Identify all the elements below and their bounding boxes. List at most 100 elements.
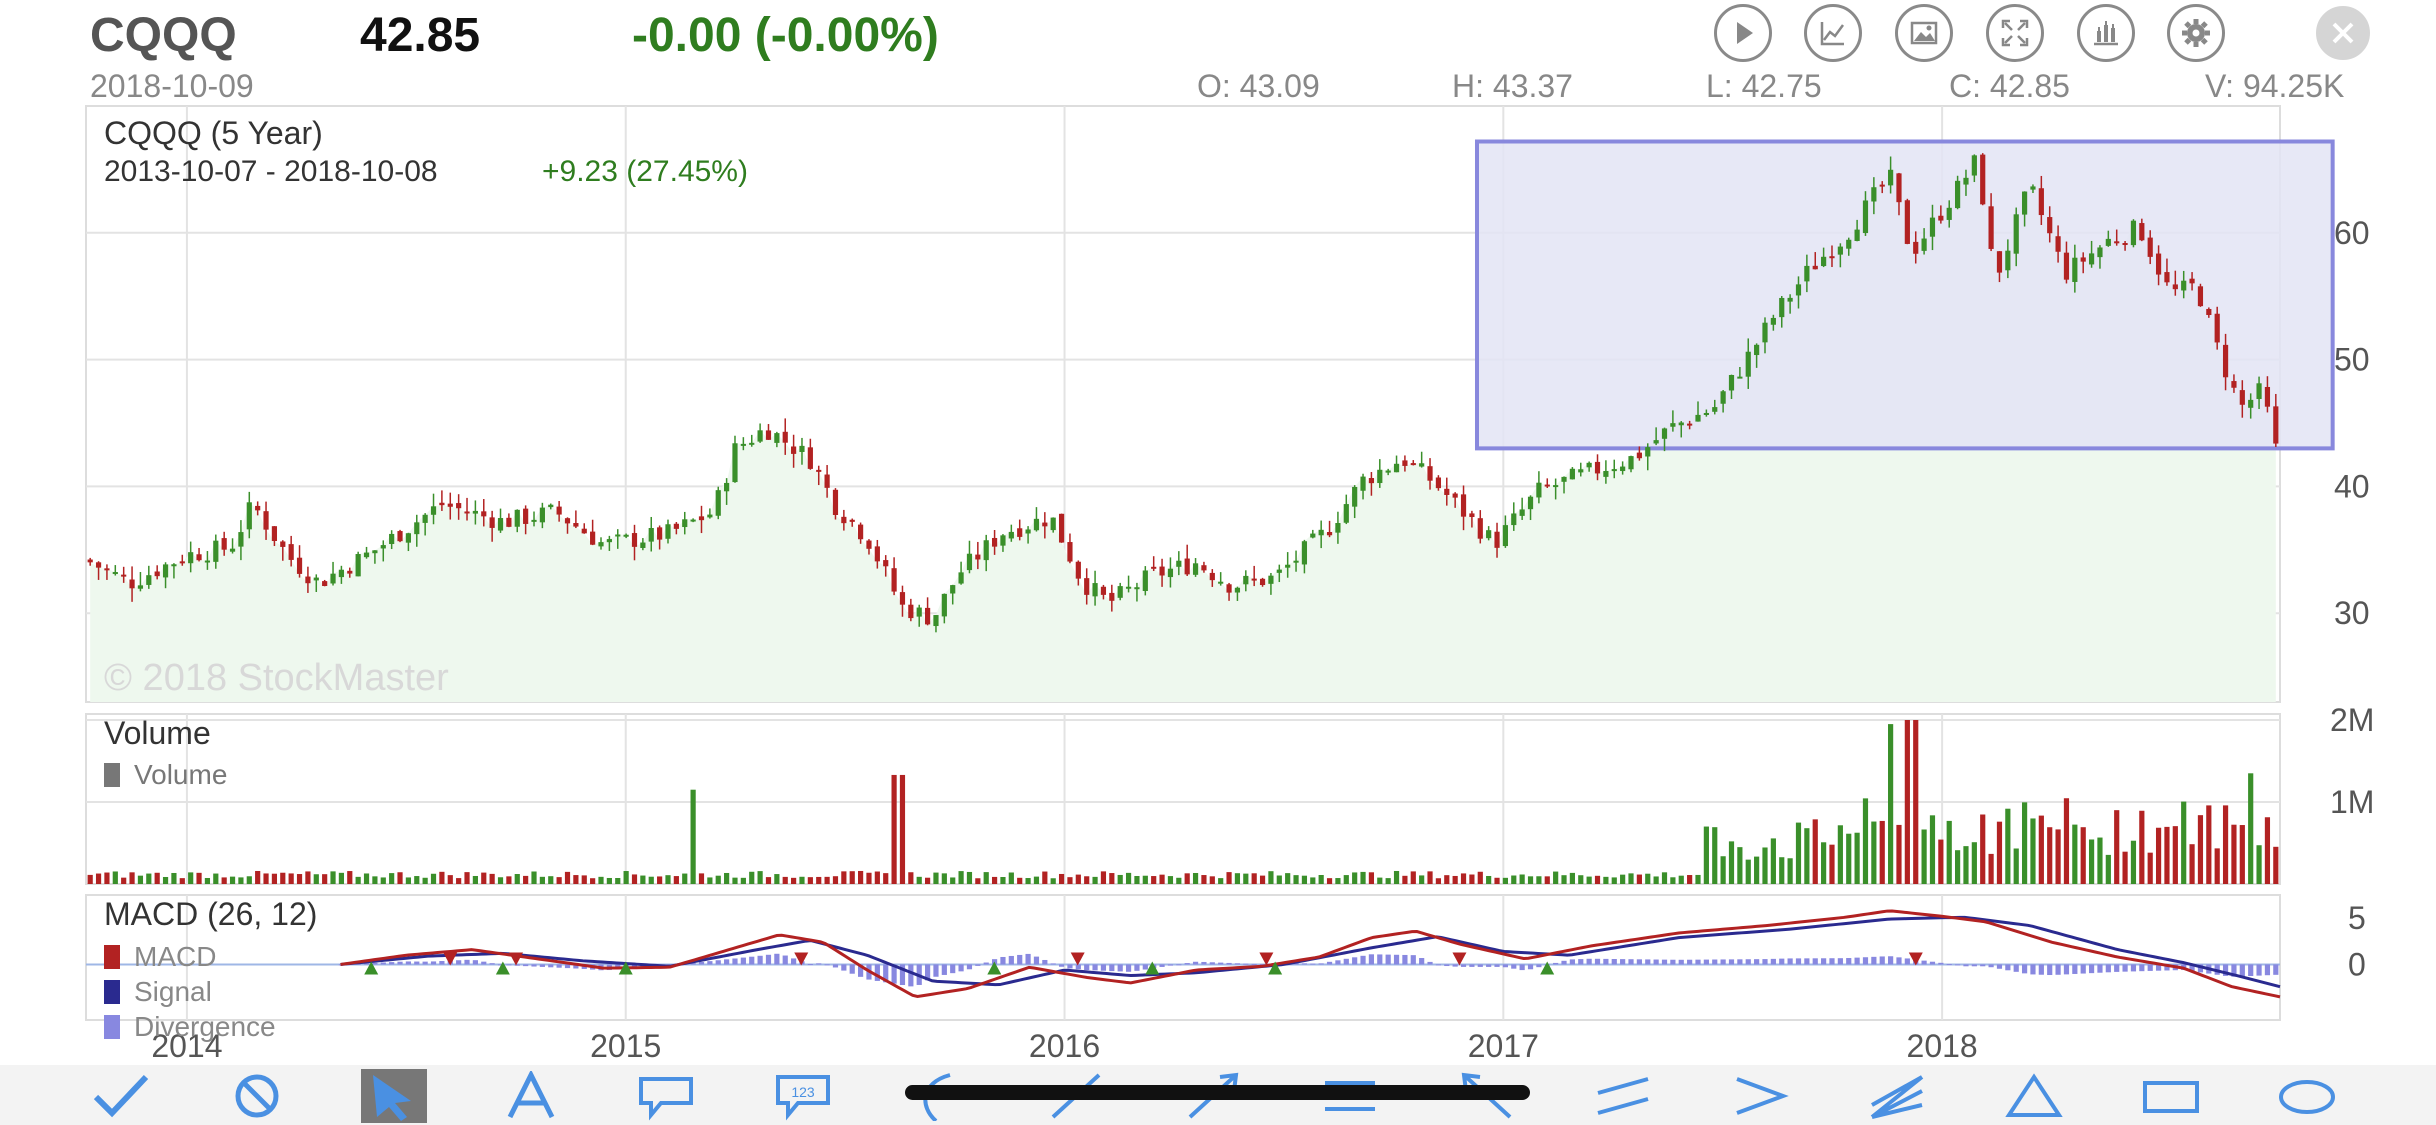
parallel-lines-tool[interactable] [1588,1069,1658,1123]
fullscreen-button[interactable] [1986,4,2044,62]
volume-bar-190 [1678,875,1684,884]
candle-body-29 [330,573,336,584]
divergence-bar-39 [414,961,420,965]
divergence-bar-42 [439,961,445,965]
cancel-tool[interactable] [222,1069,292,1123]
divergence-bar-101 [933,964,939,977]
divergence-bar-45 [464,959,470,965]
price-y-tick-50: 50 [2334,342,2370,378]
volume-bar-172 [1527,876,1534,884]
chevron-tool[interactable] [1725,1069,1795,1123]
candle-body-243 [2122,243,2128,246]
number-tool[interactable]: 123 [768,1069,838,1123]
volume-bar-219 [1921,829,1927,884]
candle-body-244 [2130,220,2137,246]
divergence-bar-124 [1125,964,1132,972]
divergence-bar-194 [1712,959,1718,965]
candle-body-49 [497,518,504,531]
divergence-bar-114 [1042,959,1048,965]
candle-body-82 [774,433,780,443]
divergence-bar-96 [891,964,897,984]
line-chart-button[interactable] [1804,4,1862,62]
volume-bar-45 [464,872,470,884]
divergence-bar-181 [1603,958,1609,965]
volume-bar-134 [1209,876,1215,884]
volume-bar-103 [950,877,956,884]
candle-body-117 [1067,542,1073,562]
buy-marker-5 [1268,961,1283,975]
divergence-bar-111 [1017,954,1023,965]
volume-bar-204 [1795,822,1802,884]
settings-button[interactable] [2167,4,2225,62]
volume-bar-107 [983,872,989,884]
volume-bar-156 [1393,870,1400,884]
candle-body-195 [1720,391,1726,404]
chart-type-button[interactable] [2077,4,2135,62]
volume-bar-52 [523,875,529,884]
candle-body-151 [1352,486,1358,507]
play-button[interactable] [1714,4,1772,62]
volume-bar-129 [1167,876,1174,884]
candle-body-72 [690,519,696,522]
candle-body-124 [1125,586,1132,589]
divergence-bar-86 [807,964,813,966]
candle-body-87 [816,469,822,472]
close-button[interactable] [2316,6,2370,60]
candle-body-111 [1017,528,1023,537]
volume-bar-99 [916,876,922,884]
volume-bar-55 [548,876,554,884]
volume-bar-93 [866,872,872,884]
ellipse-tool[interactable] [2272,1069,2342,1123]
candle-body-158 [1410,463,1416,466]
volume-bar-11 [179,878,185,884]
candle-body-229 [2005,250,2011,271]
candle-body-35 [380,545,386,549]
candle-body-253 [2206,308,2212,315]
text-tool[interactable] [496,1069,566,1123]
volume-bar-155 [1385,878,1391,884]
rectangle-tool[interactable] [2136,1069,2206,1123]
divergence-bar-53 [531,964,537,967]
price-area-fill [90,155,2276,702]
callout-tool-icon [639,1077,693,1121]
volume-bar-1 [95,873,102,884]
volume-bar-248 [2164,826,2170,884]
divergence-bar-258 [2248,964,2254,977]
volume-bar-20 [255,870,261,884]
divergence-bar-92 [858,964,864,977]
volume-bar-232 [2030,818,2036,884]
volume-bar-195 [1720,856,1726,884]
check-tool[interactable] [86,1069,156,1123]
volume-bar-22 [271,873,278,884]
pointer-tool[interactable] [361,1069,427,1123]
candle-body-30 [338,569,345,578]
volume-bar-234 [2047,827,2053,884]
volume-bar-26 [305,871,311,884]
candle-body-96 [891,568,897,592]
volume-bar-241 [2105,854,2111,884]
divergence-bar-89 [832,964,839,968]
candle-body-182 [1611,469,1617,472]
triangle-tool[interactable] [1999,1069,2069,1123]
volume-bar-35 [380,877,386,884]
fan-lines-tool[interactable] [1862,1069,1932,1123]
callout-tool[interactable] [631,1069,701,1123]
divergence-bar-115 [1050,963,1056,965]
divergence-bar-36 [389,962,395,965]
image-button[interactable] [1895,4,1953,62]
candle-body-91 [849,519,855,522]
volume-bar-121 [1100,871,1107,884]
candle-body-64 [623,534,629,537]
candle-body-200 [1762,322,1768,343]
candle-body-183 [1620,466,1626,472]
candle-body-176 [1561,476,1567,482]
volume-bar-97 [899,774,906,884]
divergence-bar-244 [2130,964,2137,972]
volume-bar-255 [2222,805,2229,884]
candle-body-236 [2063,252,2070,280]
volume-bar-212 [1862,798,1869,884]
volume-bar-4 [121,877,127,884]
volume-bar-181 [1603,876,1609,884]
sell-marker-5 [1452,952,1467,966]
